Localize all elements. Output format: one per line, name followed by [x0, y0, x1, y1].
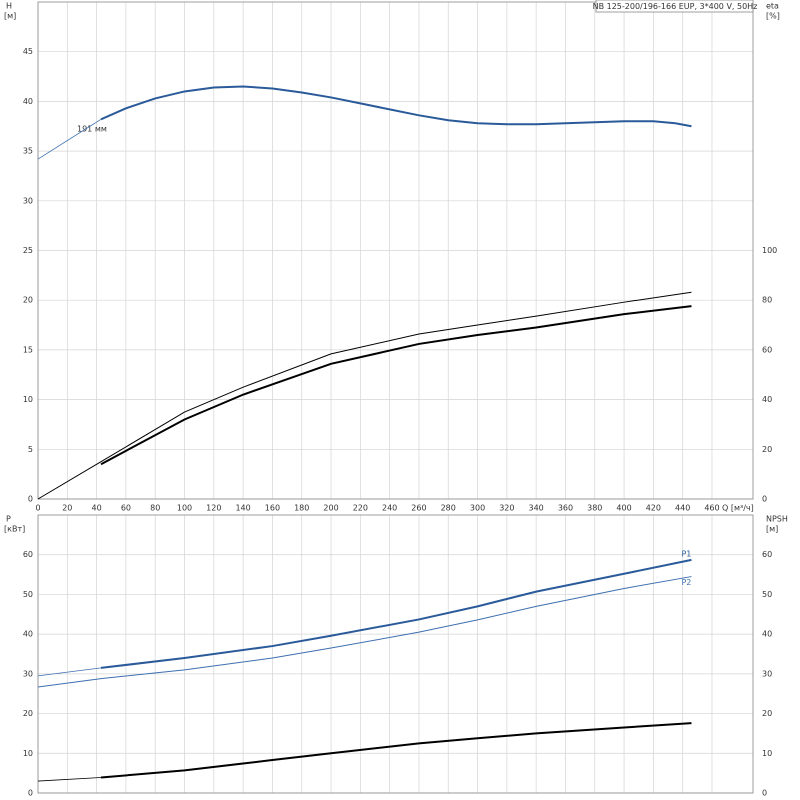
- y-tick-label: 0: [28, 495, 33, 504]
- curve: [37, 291, 692, 500]
- x-tick-label: 0: [35, 504, 40, 513]
- y2-tick-label: 20: [762, 709, 772, 718]
- y-tick-label: 25: [23, 246, 33, 255]
- annotation: 191 мм: [77, 125, 107, 134]
- y-tick-label: 30: [23, 669, 33, 678]
- series-label: P2: [681, 578, 691, 587]
- plot-frame: [37, 1, 754, 500]
- y-tick-label: 20: [23, 709, 33, 718]
- y2-tick-label: 50: [762, 590, 772, 599]
- x-tick-label: 280: [441, 504, 456, 513]
- curve: [37, 118, 102, 160]
- curve: [100, 305, 692, 466]
- x-tick-label: 460: [704, 504, 719, 513]
- y2-tick-label: 60: [762, 345, 772, 354]
- x-tick-label: 80: [150, 504, 160, 513]
- y2-tick-label: 80: [762, 296, 772, 305]
- x-tick-label: 20: [62, 504, 72, 513]
- curve: [37, 576, 692, 688]
- y2-tick-label: 40: [762, 395, 772, 404]
- x-tick-label: 440: [675, 504, 690, 513]
- x-tick-label: 140: [235, 504, 250, 513]
- x-tick-label: 300: [470, 504, 485, 513]
- plot-frame: [37, 514, 754, 794]
- series-label: P1: [681, 549, 691, 558]
- curve: [100, 558, 692, 669]
- y-tick-label: 30: [23, 196, 33, 205]
- x-tick-label: 40: [92, 504, 102, 513]
- y-tick-label: 40: [23, 630, 33, 639]
- y-tick-label: 10: [23, 395, 33, 404]
- y-tick-label: 45: [23, 47, 33, 56]
- x-tick-label: 400: [616, 504, 631, 513]
- y-tick-label: 60: [23, 550, 33, 559]
- title-box: [595, 0, 754, 13]
- y-tick-label: 10: [23, 749, 33, 758]
- x-tick-label: 260: [411, 504, 426, 513]
- y-tick-label: 20: [23, 296, 33, 305]
- x-tick-label: 200: [323, 504, 338, 513]
- y-tick-label: 35: [23, 147, 33, 156]
- chart-title: NB 125-200/196-166 EUP, 3*400 V, 50Hz: [593, 2, 758, 11]
- x-tick-label: 380: [587, 504, 602, 513]
- x-tick-label: 340: [529, 504, 544, 513]
- curve: [100, 85, 692, 128]
- y-tick-label: 50: [23, 590, 33, 599]
- x-tick-label: 420: [646, 504, 661, 513]
- y2-axis-label: eta: [766, 2, 779, 11]
- y2-tick-label: 10: [762, 749, 772, 758]
- y2-axis-unit: [м]: [766, 525, 778, 534]
- y-axis-label: H: [6, 2, 12, 11]
- y2-tick-label: 60: [762, 550, 772, 559]
- curve: [37, 777, 102, 782]
- y-tick-label: 5: [28, 445, 33, 454]
- y2-axis-unit: [%]: [766, 12, 780, 21]
- x-axis-label: Q [м³/ч]: [722, 504, 754, 513]
- curve: [37, 667, 102, 677]
- y2-tick-label: 30: [762, 669, 772, 678]
- y2-tick-label: 20: [762, 445, 772, 454]
- y-tick-label: 0: [28, 789, 33, 798]
- x-tick-label: 60: [121, 504, 131, 513]
- y2-tick-label: 0: [762, 495, 767, 504]
- x-tick-label: 320: [499, 504, 514, 513]
- y2-axis-label: NPSH: [766, 515, 788, 524]
- y2-tick-label: 40: [762, 630, 772, 639]
- y2-tick-label: 0: [762, 789, 767, 798]
- curve: [100, 722, 692, 779]
- x-tick-label: 220: [353, 504, 368, 513]
- y2-tick-label: 100: [762, 246, 777, 255]
- x-tick-label: 360: [558, 504, 573, 513]
- y-tick-label: 40: [23, 97, 33, 106]
- x-tick-label: 240: [382, 504, 397, 513]
- y-axis-unit: [кВт]: [4, 525, 25, 534]
- x-tick-label: 180: [294, 504, 309, 513]
- x-tick-label: 120: [206, 504, 221, 513]
- y-axis-label: P: [6, 515, 11, 524]
- y-tick-label: 15: [23, 345, 33, 354]
- x-tick-label: 160: [265, 504, 280, 513]
- y-axis-unit: [м]: [4, 12, 16, 21]
- x-tick-label: 100: [177, 504, 192, 513]
